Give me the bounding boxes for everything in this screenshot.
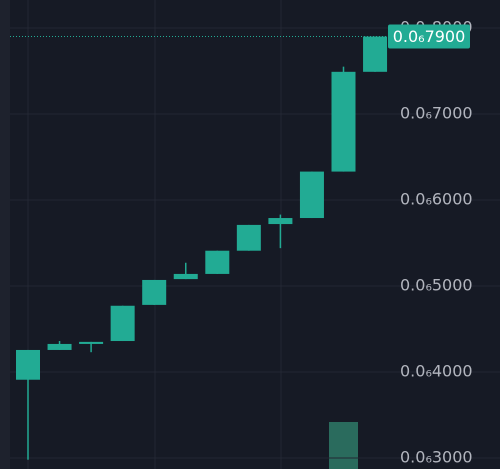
y-tick-label: 0.0₆5000 <box>400 275 473 294</box>
candle-body <box>236 224 261 251</box>
volume-bar <box>329 422 358 469</box>
candle-body <box>363 36 388 72</box>
last-price-tag <box>388 24 470 49</box>
candle-body <box>173 273 198 280</box>
candle-body <box>331 71 356 172</box>
candle-body <box>142 279 167 305</box>
candle-body <box>205 250 230 274</box>
y-tick-label: 0.0₆4000 <box>400 361 473 380</box>
y-tick-label: 0.0₆6000 <box>400 189 473 208</box>
y-tick-label: 0.0₆3000 <box>400 447 473 466</box>
y-tick-label: 0.0₆7000 <box>400 103 473 122</box>
candle-body <box>110 305 135 342</box>
left-edge <box>0 0 10 469</box>
candle-body <box>47 343 72 350</box>
candle-body <box>299 171 324 219</box>
candle-body <box>268 218 293 225</box>
last-price-label: 0.0₆7900 <box>393 27 466 46</box>
candle-body <box>79 341 104 344</box>
candle-body <box>16 349 40 380</box>
